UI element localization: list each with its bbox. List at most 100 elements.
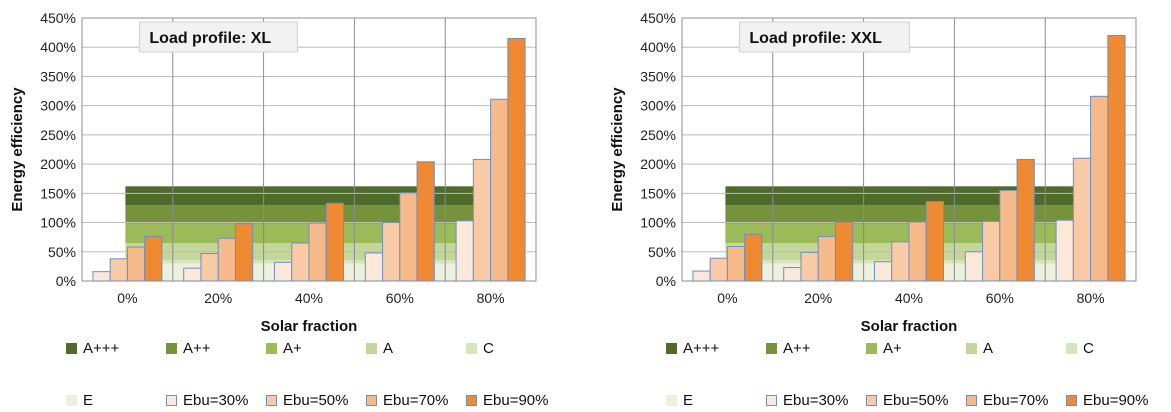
x-axis-label: Solar fraction xyxy=(861,318,958,335)
y-tick-label: 150% xyxy=(40,185,76,201)
x-tick-label: 60% xyxy=(986,290,1014,306)
bar-ebu-50-0 xyxy=(709,257,728,282)
bar-ebu-90-0 xyxy=(744,233,763,282)
legend-item-ebu-30: Ebu=30% xyxy=(766,392,848,409)
legend-swatch xyxy=(66,343,77,354)
chart-xxl-plot: 0% 50% 100% 150% 200% 250% 300% 350% 400% 450% 0% 2… xyxy=(609,10,1137,335)
bar-ebu-70-60 xyxy=(999,189,1018,282)
bar-ebu-50-80 xyxy=(472,158,492,282)
bar-ebu-70-0 xyxy=(126,246,146,282)
legend-item-e: E xyxy=(666,392,693,409)
legend-swatch xyxy=(1066,395,1077,406)
legend-label: C xyxy=(1083,340,1094,357)
chart-title: Load profile: XL xyxy=(149,30,271,47)
bar-ebu-70-40 xyxy=(908,221,927,282)
bar-ebu-90-40 xyxy=(925,201,945,282)
rating-band-aplusplus xyxy=(725,205,1083,224)
legend-label: A xyxy=(383,340,394,357)
bar-ebu-50-80 xyxy=(1072,157,1092,282)
legend-label: A xyxy=(983,340,994,357)
legend-swatch xyxy=(766,343,777,354)
bar-ebu-70-80 xyxy=(490,98,509,282)
bar-ebu-70-0 xyxy=(726,246,746,282)
bar-ebu-50-60 xyxy=(982,220,1001,282)
chart-title-box xyxy=(738,21,910,53)
legend-swatch xyxy=(466,343,477,354)
bar-ebu-70-80 xyxy=(1090,95,1109,282)
legend-label: A++ xyxy=(183,340,211,357)
legend-item-aplusplusplus: A+++ xyxy=(666,340,719,357)
y-tick-label: 250% xyxy=(640,127,676,143)
y-axis-label: Energy efficiency xyxy=(609,87,626,212)
legend-label: C xyxy=(483,340,494,357)
legend-item-aplus: A+ xyxy=(266,340,302,357)
legend-item-c: C xyxy=(1066,340,1094,357)
chart-xl-legend: A+++ A++ A+ A C E Ebu=30% Ebu=50% Ebu=70% Ebu=90% xyxy=(66,340,566,412)
bar-ebu-50-0 xyxy=(109,258,128,282)
y-tick-label: 50% xyxy=(48,244,76,260)
bar-ebu-30-40 xyxy=(273,261,293,282)
y-tick-label: 0% xyxy=(656,273,676,289)
legend-label: Ebu=30% xyxy=(183,392,249,409)
legend-item-aplusplusplus: A+++ xyxy=(66,340,119,357)
legend-item-a: A xyxy=(966,340,993,357)
bar-ebu-90-20 xyxy=(234,223,254,282)
x-tick-label: 80% xyxy=(477,290,505,306)
legend-item-c: C xyxy=(466,340,494,357)
x-tick-label: 40% xyxy=(895,290,923,306)
bar-ebu-30-0 xyxy=(692,270,711,282)
legend-item-ebu-90: Ebu=90% xyxy=(466,392,548,409)
legend-swatch xyxy=(866,395,877,406)
chart-xl-plot: 0% 50% 100% 150% 200% 250% 300% 350% 400% 450% 0% 2… xyxy=(9,10,537,335)
chart-xxl: 0% 50% 100% 150% 200% 250% 300% 350% 400% 450% 0% 2… xyxy=(600,0,1171,412)
legend-item-aplusplus: A++ xyxy=(766,340,811,357)
legend-label: A+++ xyxy=(683,340,720,357)
legend-swatch xyxy=(966,343,977,354)
y-tick-label: 350% xyxy=(640,68,676,84)
y-tick-label: 300% xyxy=(640,98,676,114)
x-tick-label: 80% xyxy=(1077,290,1105,306)
bar-ebu-30-60 xyxy=(964,251,984,282)
legend-swatch xyxy=(166,395,177,406)
rating-band-aplusplusplus xyxy=(725,186,1083,206)
x-axis-label: Solar fraction xyxy=(261,318,358,335)
bar-ebu-30-20 xyxy=(783,267,802,282)
legend-label: A+ xyxy=(883,340,902,357)
x-tick-label: 0% xyxy=(117,290,137,306)
y-axis-label: Energy efficiency xyxy=(9,87,26,212)
legend-swatch xyxy=(766,395,777,406)
bar-ebu-70-20 xyxy=(817,236,836,282)
y-tick-label: 450% xyxy=(40,10,76,26)
legend-item-ebu-30: Ebu=30% xyxy=(166,392,248,409)
legend-item-e: E xyxy=(66,392,93,409)
bar-ebu-30-20 xyxy=(183,267,202,282)
bar-ebu-70-20 xyxy=(217,237,236,282)
legend-label: Ebu=70% xyxy=(983,392,1049,409)
chart-xl: 0% 50% 100% 150% 200% 250% 300% 350% 400% 450% 0% 2… xyxy=(0,0,575,412)
y-tick-label: 50% xyxy=(648,244,676,260)
legend-label: A+ xyxy=(283,340,302,357)
bar-ebu-50-20 xyxy=(200,253,219,282)
chart-xxl-legend: A+++ A++ A+ A C E Ebu=30% Ebu=50% Ebu=70% Ebu=90% xyxy=(666,340,1166,412)
legend-label: A+++ xyxy=(83,340,120,357)
bar-ebu-50-60 xyxy=(382,222,401,282)
legend-item-a: A xyxy=(366,340,393,357)
legend-swatch xyxy=(1066,343,1077,354)
y-tick-label: 200% xyxy=(640,156,676,172)
legend-label: Ebu=50% xyxy=(283,392,349,409)
legend-swatch xyxy=(666,395,677,406)
x-tick-label: 20% xyxy=(804,290,832,306)
legend-swatch xyxy=(266,343,277,354)
bar-ebu-90-0 xyxy=(144,236,163,282)
y-tick-label: 300% xyxy=(40,98,76,114)
legend-swatch xyxy=(66,395,77,406)
bar-ebu-90-60 xyxy=(416,161,435,282)
legend-label: Ebu=70% xyxy=(383,392,449,409)
y-tick-label: 150% xyxy=(640,185,676,201)
bar-ebu-30-80 xyxy=(455,220,474,282)
bar-ebu-70-40 xyxy=(308,222,327,282)
y-tick-label: 400% xyxy=(40,39,76,55)
legend-label: E xyxy=(83,392,94,409)
legend-item-ebu-70: Ebu=70% xyxy=(366,392,448,409)
bar-ebu-50-40 xyxy=(291,242,310,282)
